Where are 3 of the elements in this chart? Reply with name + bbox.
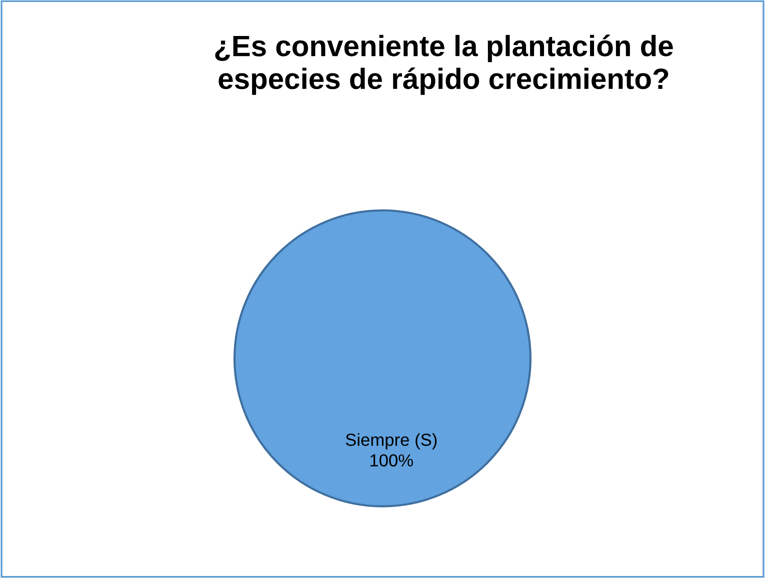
- slice-label: Siempre (S): [346, 433, 437, 450]
- chart-title: ¿Es conveniente la plantación de especies de rápido crecimiento?: [215, 34, 673, 95]
- data-label: 100%: [370, 454, 413, 467]
